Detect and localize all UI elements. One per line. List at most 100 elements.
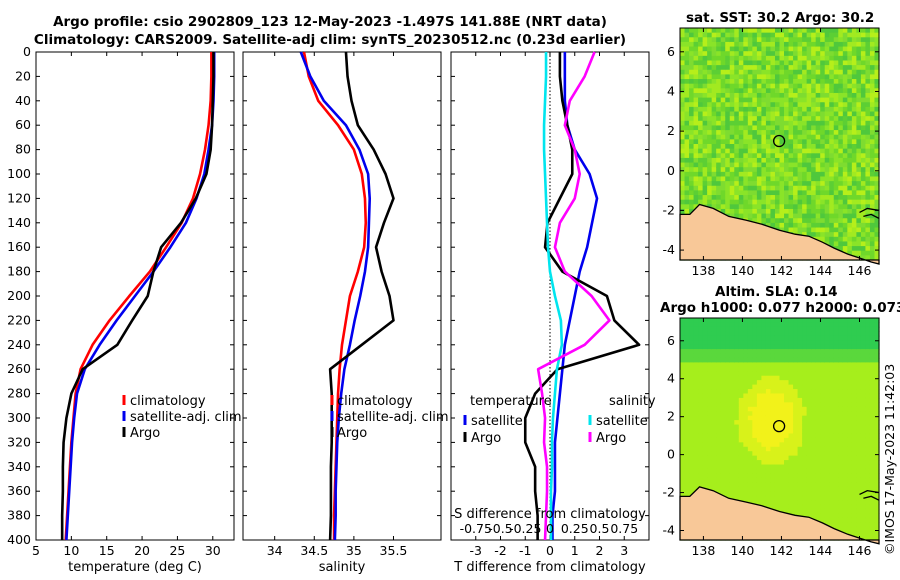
sst-cell	[752, 185, 758, 191]
sla-cell	[729, 340, 735, 346]
sla-cell	[842, 318, 848, 324]
sst-cell	[793, 139, 799, 145]
sla-cell	[860, 420, 867, 426]
sst-cell	[720, 116, 726, 122]
sla-cell	[802, 362, 808, 368]
sla-cell	[797, 371, 803, 377]
sst-cell	[680, 139, 686, 145]
sla-cell	[833, 331, 839, 337]
sla-cell	[680, 420, 686, 426]
sla-cell	[833, 362, 839, 368]
sla-cell	[680, 473, 686, 479]
sst-cell	[856, 139, 862, 145]
sst-cell	[693, 106, 699, 113]
sst-cell	[811, 55, 817, 62]
sst-cell	[756, 195, 763, 201]
sst-cell	[820, 227, 826, 233]
sst-cell	[869, 185, 876, 191]
sst-cell	[702, 46, 708, 52]
sst-cell	[752, 32, 758, 38]
sla-cell	[693, 402, 699, 408]
sst-cell	[765, 153, 772, 159]
sla-cell	[833, 375, 839, 381]
sst-cell	[797, 204, 803, 210]
sla-cell	[747, 402, 753, 408]
sla-cell	[865, 384, 871, 390]
sst-cell	[725, 106, 731, 113]
sla-cell	[824, 318, 830, 324]
sst-cell	[784, 120, 790, 127]
sst-cell	[860, 83, 867, 89]
sla-cell	[693, 335, 699, 341]
sla-cell	[860, 433, 867, 439]
sst-cell	[698, 111, 704, 117]
sst-cell	[756, 88, 763, 94]
sst-cell	[729, 106, 735, 113]
sst-cell	[698, 190, 704, 196]
sla-cell	[761, 464, 767, 470]
sst-cell	[847, 236, 853, 243]
sla-cell	[811, 371, 817, 377]
sla-cell	[765, 420, 772, 426]
sst-cell	[693, 195, 699, 201]
sla-cell	[752, 411, 758, 417]
sla-cell	[802, 335, 808, 341]
sst-cell	[815, 60, 821, 66]
sla-cell	[829, 397, 835, 403]
sla-cell	[851, 375, 857, 381]
sst-cell	[784, 139, 790, 145]
sla-cell	[842, 384, 848, 390]
sla-cell	[684, 429, 690, 435]
sst-cell	[752, 176, 758, 182]
sst-island	[859, 207, 880, 213]
sst-cell	[716, 204, 722, 210]
sla-cell	[851, 437, 857, 443]
sst-cell	[680, 111, 686, 117]
sla-cell	[793, 508, 799, 514]
sla-cell	[784, 362, 790, 368]
sst-cell	[752, 195, 758, 201]
sst-cell	[784, 79, 790, 85]
sla-cell	[820, 446, 826, 452]
sst-cell	[707, 116, 713, 122]
tdiff-tick-label: 0	[546, 543, 554, 558]
sla-cell	[784, 468, 790, 474]
sla-cell	[865, 437, 871, 443]
sst-cell	[693, 111, 699, 117]
sla-cell	[842, 451, 848, 457]
sst-cell	[856, 185, 862, 191]
sla-cell	[788, 495, 794, 501]
sla-cell	[829, 513, 835, 519]
sla-cell	[815, 451, 821, 457]
sla-cell	[779, 340, 785, 346]
sla-cell	[720, 371, 726, 377]
sst-cell	[752, 41, 758, 48]
sla-cell	[725, 393, 731, 399]
sla-cell	[869, 389, 876, 395]
sla-cell	[734, 455, 740, 461]
sst-cell	[793, 185, 799, 191]
sst-cell	[797, 60, 803, 66]
sst-cell	[765, 190, 772, 196]
sst-cell	[698, 55, 704, 62]
sst-cell	[774, 69, 781, 75]
sla-cell	[743, 362, 749, 368]
sst-cell	[756, 69, 763, 75]
sst-cell	[761, 148, 767, 154]
sst-cell	[820, 130, 826, 136]
sla-cell	[761, 477, 767, 483]
sst-cell	[711, 204, 717, 210]
sla-cell	[869, 429, 876, 435]
sla-cell	[720, 353, 726, 359]
sst-cell	[874, 79, 880, 85]
sst-cell	[793, 195, 799, 201]
sst-cell	[716, 176, 722, 182]
sla-cell	[842, 335, 848, 341]
sst-cell	[711, 195, 717, 201]
sla-cell	[847, 468, 853, 474]
sla-cell	[784, 389, 790, 395]
sla-cell	[756, 415, 763, 421]
sst-cell	[747, 28, 753, 34]
sst-cell	[747, 116, 753, 122]
sla-cell	[747, 455, 753, 461]
